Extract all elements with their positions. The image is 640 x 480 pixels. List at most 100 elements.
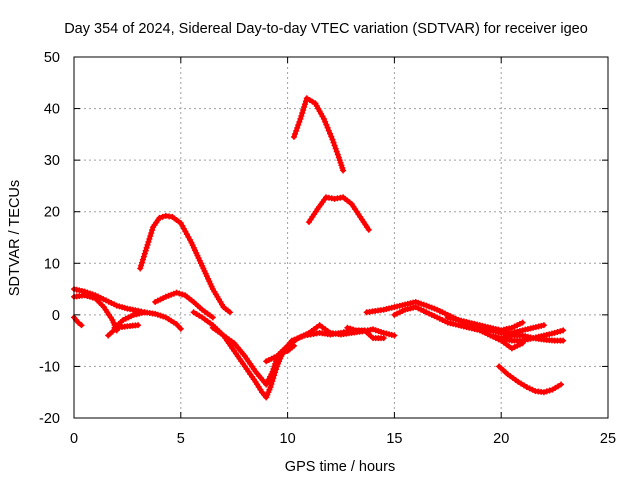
data-point-marker [333, 148, 340, 155]
data-point-marker [292, 130, 299, 137]
data-point-marker [147, 233, 154, 240]
data-point-marker [135, 322, 142, 329]
data-point-marker [301, 101, 308, 108]
data-point-marker [137, 265, 144, 272]
series-arc-7 [152, 289, 216, 321]
data-point-marker [140, 253, 147, 260]
data-point-marker [302, 98, 309, 105]
data-point-marker [267, 384, 274, 391]
data-point-marker [139, 259, 146, 266]
data-point-marker [141, 250, 148, 257]
x-tick-label: 5 [177, 431, 185, 447]
data-point-marker [273, 366, 280, 373]
y-axis-label: SDTVAR / TECUs [7, 180, 23, 296]
data-point-marker [560, 337, 567, 344]
data-point-marker [176, 290, 183, 297]
data-point-marker [173, 289, 180, 296]
series-arc-12 [305, 194, 372, 233]
data-point-marker [297, 115, 304, 122]
data-point-marker [329, 136, 336, 143]
plot-frame [73, 56, 609, 419]
data-point-marker [271, 372, 278, 379]
data-point-marker [159, 213, 166, 220]
y-tick-label: -10 [39, 359, 60, 375]
data-point-marker [330, 139, 337, 146]
data-point-marker [344, 324, 351, 331]
data-point-marker [328, 133, 335, 140]
data-point-marker [270, 375, 277, 382]
data-point-marker [320, 115, 327, 122]
data-point-marker [146, 235, 153, 242]
data-point-marker [322, 118, 329, 125]
data-point-marker [540, 322, 547, 329]
y-tick-label: 0 [52, 308, 60, 324]
series-arc-11 [291, 95, 347, 174]
x-tick-label: 0 [70, 431, 78, 447]
data-point-marker [340, 167, 347, 174]
data-point-marker [139, 256, 146, 263]
series-arc-5 [111, 309, 184, 332]
data-point-marker [143, 244, 150, 251]
grid-lines [74, 57, 608, 418]
axes [73, 56, 609, 419]
data-point-marker [268, 381, 275, 388]
data-point-marker [291, 133, 298, 140]
data-point-marker [209, 314, 216, 321]
data-point-marker [149, 227, 156, 234]
chart-title: Day 354 of 2024, Sidereal Day-to-day VTE… [64, 21, 588, 37]
y-tick-label: 40 [44, 102, 60, 118]
x-tick-label: 15 [386, 431, 402, 447]
x-tick-label: 20 [493, 431, 509, 447]
data-point-marker [347, 325, 354, 332]
series-arc-13 [344, 324, 387, 342]
data-point-marker [177, 325, 184, 332]
data-point-marker [334, 151, 341, 158]
y-tick-label: -20 [39, 411, 60, 427]
data-point-marker [554, 329, 561, 336]
data-point-marker [295, 121, 302, 128]
data-point-marker [551, 329, 558, 336]
data-point-marker [296, 118, 303, 125]
data-point-marker [298, 112, 305, 119]
data-point-marker [560, 327, 567, 334]
data-point-marker [519, 319, 526, 326]
data-point-marker [540, 389, 547, 396]
data-point-marker [331, 142, 338, 149]
y-tick-label: 20 [44, 205, 60, 221]
data-point-marker [300, 107, 307, 114]
data-point-marker [332, 145, 339, 152]
data-point-marker [324, 124, 331, 131]
data-point-marker [142, 247, 149, 254]
series-arc-19 [496, 363, 565, 396]
y-tick-label: 10 [44, 256, 60, 272]
data-point-marker [145, 238, 152, 245]
tick-labels: 0 5 10 15 20 25 -20 -10 0 10 20 30 40 50 [39, 50, 616, 447]
data-point-marker [144, 241, 151, 248]
data-point-marker [272, 369, 279, 376]
series-arc-6 [137, 212, 233, 316]
x-tick-label: 10 [280, 431, 296, 447]
data-point-marker [301, 104, 308, 111]
data-point-marker [75, 319, 82, 326]
data-point-marker [269, 378, 276, 385]
data-point-marker [294, 124, 301, 131]
data-point-marker [557, 328, 564, 335]
series-arc-4 [105, 322, 142, 339]
data-point-marker [78, 322, 85, 329]
data-point-marker [543, 388, 550, 395]
data-point-marker [299, 109, 306, 116]
series-arc-18 [498, 327, 567, 342]
y-tick-label: 30 [44, 153, 60, 169]
data-point-marker [546, 387, 553, 394]
data-point-marker [226, 309, 233, 316]
data-point-marker [558, 381, 565, 388]
data-point-marker [179, 291, 186, 298]
data-point-marker [380, 335, 387, 342]
data-point-marker [156, 214, 163, 221]
x-axis-label: GPS time / hours [285, 459, 395, 475]
data-point-marker [391, 332, 398, 339]
data-point-marker [323, 121, 330, 128]
data-point-marker [327, 130, 334, 137]
